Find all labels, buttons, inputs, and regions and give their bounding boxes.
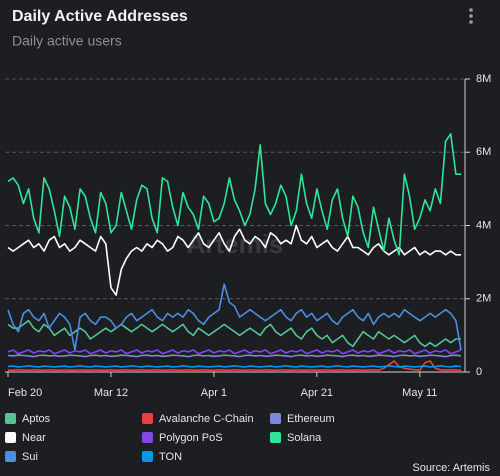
legend-swatch <box>142 451 153 462</box>
x-tick-label: May 11 <box>402 387 437 399</box>
menu-dot <box>469 20 473 24</box>
series-line <box>7 283 462 351</box>
y-tick-label: 6M <box>476 146 491 158</box>
series-line <box>7 133 461 256</box>
legend-swatch <box>5 432 16 443</box>
x-tick-label: Apr 21 <box>301 387 333 399</box>
legend-swatch <box>142 432 153 443</box>
legend-label: Solana <box>287 432 322 444</box>
legend-swatch <box>5 451 16 462</box>
menu-dot <box>469 8 473 12</box>
legend-label: Near <box>22 432 46 444</box>
legend-swatch <box>5 413 16 424</box>
y-tick-label: 4M <box>476 219 491 231</box>
series-line <box>8 360 461 372</box>
series-line <box>7 319 461 348</box>
watermark: Artemis <box>187 229 284 259</box>
menu-dot <box>469 14 473 18</box>
legend-label: Sui <box>22 451 38 463</box>
source: Source: Artemis <box>412 462 490 474</box>
series-line <box>7 349 462 355</box>
legend-label: TON <box>159 451 182 463</box>
x-tick-label: Apr 1 <box>201 387 227 399</box>
menu-button[interactable] <box>469 8 473 24</box>
y-tick-label: 8M <box>476 73 491 85</box>
legend-label: Ethereum <box>287 413 335 425</box>
legend-label: Avalanche C-Chain <box>159 413 254 425</box>
y-tick-label: 0 <box>476 366 482 378</box>
legend-swatch <box>270 432 281 443</box>
x-tick-label: Feb 20 <box>8 387 42 399</box>
chart-title: Daily Active Addresses <box>12 8 188 25</box>
legend-label: Polygon PoS <box>159 432 223 444</box>
series-line <box>7 354 462 358</box>
x-tick-label: Mar 12 <box>94 387 128 399</box>
legend-label: Aptos <box>22 413 51 425</box>
legend-swatch <box>142 413 153 424</box>
chart-subtitle: Daily active users <box>12 33 122 49</box>
legend-swatch <box>270 413 281 424</box>
series-line <box>7 224 461 296</box>
y-tick-label: 2M <box>476 293 491 305</box>
series-line <box>7 364 462 368</box>
